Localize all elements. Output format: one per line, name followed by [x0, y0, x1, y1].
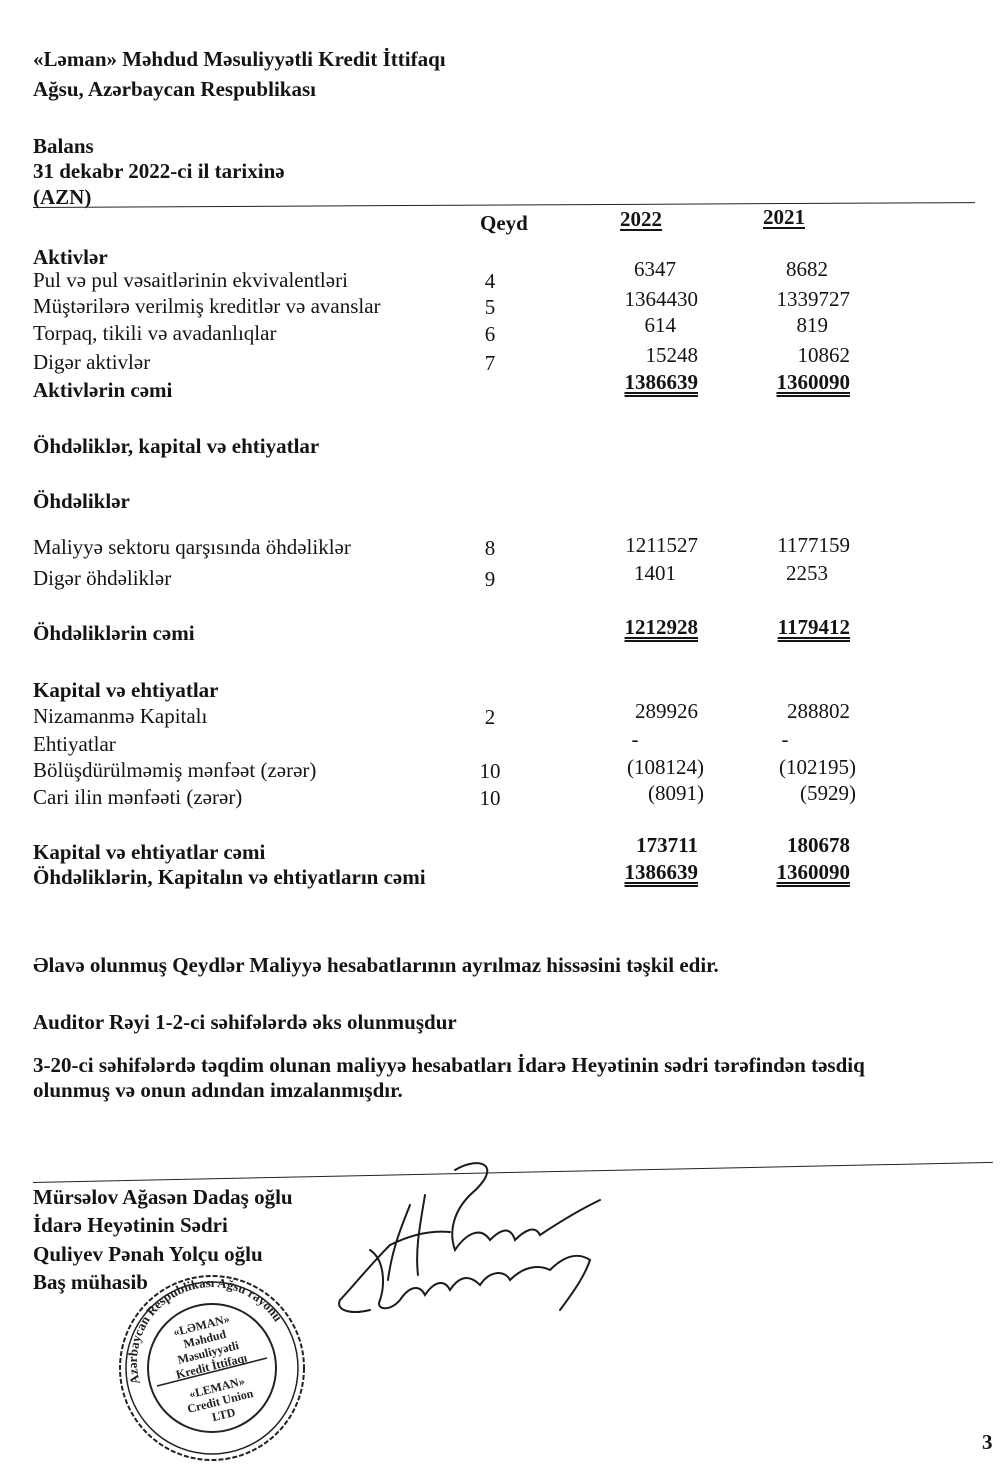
row-label: Kapital və ehtiyatlar	[33, 678, 219, 702]
value-y2022: 289926	[635, 699, 698, 723]
signatory-1-name: Mürsəlov Ağasən Dadaş oğlu	[33, 1185, 293, 1209]
row-note: 5	[484, 295, 496, 319]
note-line-3a: 3-20-ci səhifələrdə təqdim olunan maliyy…	[33, 1053, 865, 1077]
row-note: 8	[484, 536, 496, 560]
column-note: Qeyd	[480, 211, 528, 235]
value-y2022: 15248	[645, 343, 699, 367]
company-stamp: Azərbaycan Respublikası Ağsu rayonu «LƏM…	[119, 1275, 305, 1461]
row-label: Aktivlər	[33, 245, 108, 269]
handwritten-signatures	[338, 1162, 601, 1313]
signatory-2-name: Quliyev Pənah Yolçu oğlu	[33, 1242, 263, 1266]
row-note: 10	[479, 759, 501, 783]
value-y2022: 1211527	[625, 533, 698, 557]
value-y2021: -	[781, 727, 789, 751]
row-note: 2	[484, 705, 496, 729]
value-y2021: 180678	[787, 833, 850, 857]
svg-text:LTD: LTD	[210, 1405, 237, 1424]
note-line-2: Auditor Rəyi 1-2-ci səhifələrdə əks olun…	[33, 1010, 457, 1034]
value-y2021: (102195)	[779, 755, 856, 779]
value-y2021: 2253	[786, 561, 828, 585]
value-y2022: 1212928	[560, 615, 699, 639]
value-text: 1360090	[776, 860, 851, 884]
value-y2022: 1401	[634, 561, 676, 585]
row-label: Bölüşdürülməmiş mənfəət (zərər)	[33, 758, 317, 782]
value-y2022: 1364430	[624, 287, 699, 311]
row-label: Ehtiyatlar	[33, 732, 116, 756]
value-y2022: 173711	[636, 833, 698, 857]
value-text: 1179412	[777, 615, 850, 639]
row-note: 10	[479, 786, 501, 810]
value-y2021: 1360090	[710, 370, 851, 394]
value-text: 1212928	[624, 615, 699, 639]
row-label: Digər öhdəliklər	[33, 566, 172, 590]
statement-title: Balans	[33, 134, 94, 158]
row-label: Öhdəliklər	[33, 489, 130, 513]
currency-label: (AZN)	[33, 185, 92, 209]
value-y2022: 1386639	[560, 370, 699, 394]
row-label: Kapital və ehtiyatlar cəmi	[33, 840, 266, 864]
value-text: 1360090	[776, 370, 851, 394]
value-y2021: 288802	[787, 699, 850, 723]
company-location: Ağsu, Azərbaycan Respublikası	[33, 77, 316, 101]
row-note: 9	[484, 567, 496, 591]
statement-date: 31 dekabr 2022-ci il tarixinə	[33, 159, 285, 183]
row-label: Cari ilin mənfəəti (zərər)	[33, 785, 243, 809]
value-y2021: 1177159	[777, 533, 850, 557]
value-text: 1386639	[624, 860, 699, 884]
value-y2021: 819	[796, 313, 829, 337]
value-y2021: 1360090	[710, 860, 851, 884]
value-y2022: (108124)	[627, 755, 704, 779]
value-y2022: (8091)	[648, 781, 704, 805]
row-note: 4	[484, 269, 496, 293]
value-text: 1386639	[624, 370, 699, 394]
note-line-3b: olunmuş və onun adından imzalanmışdır.	[33, 1078, 403, 1102]
signature-2	[338, 1244, 592, 1313]
signatory-2-title: Baş mühasib	[33, 1270, 148, 1294]
signatory-1-title: İdarə Heyətinin Sədri	[33, 1213, 228, 1237]
row-label: Nizamanmə Kapitalı	[33, 704, 208, 728]
value-y2022: 614	[644, 313, 677, 337]
value-y2021: 10862	[797, 343, 851, 367]
value-y2021: 8682	[786, 257, 828, 281]
row-label: Öhdəliklərin cəmi	[33, 621, 195, 645]
value-y2022: 6347	[634, 257, 676, 281]
note-line-1: Əlavə olunmuş Qeydlər Maliyyə hesabatlar…	[33, 953, 719, 977]
row-label: Müştərilərə verilmiş kreditlər və avansl…	[33, 294, 381, 318]
value-y2022: -	[631, 727, 639, 751]
column-2022: 2022	[620, 207, 662, 231]
signature-1	[387, 1162, 601, 1281]
row-label: Digər aktivlər	[33, 350, 151, 374]
row-label: Aktivlərin cəmi	[33, 378, 173, 402]
value-y2022: 1386639	[560, 860, 699, 884]
row-label: Pul və pul vəsaitlərinin ekvivalentləri	[33, 268, 348, 292]
row-note: 6	[484, 322, 496, 346]
row-label: Öhdəliklər, kapital və ehtiyatlar	[33, 434, 320, 458]
row-note: 7	[484, 351, 496, 375]
row-label: Maliyyə sektoru qarşısında öhdəliklər	[33, 535, 351, 559]
row-label: Torpaq, tikili və avadanlıqlar	[33, 321, 277, 345]
value-y2021: 1179412	[710, 615, 850, 639]
value-y2021: (5929)	[800, 781, 856, 805]
company-name: «Ləman» Məhdud Məsuliyyətli Kredit İttif…	[33, 47, 446, 71]
page-number: 3	[982, 1430, 993, 1454]
row-label: Öhdəliklərin, Kapitalın və ehtiyatların …	[33, 865, 426, 889]
header-rule	[32, 202, 975, 208]
value-y2021: 1339727	[776, 287, 851, 311]
column-2021: 2021	[763, 205, 805, 229]
